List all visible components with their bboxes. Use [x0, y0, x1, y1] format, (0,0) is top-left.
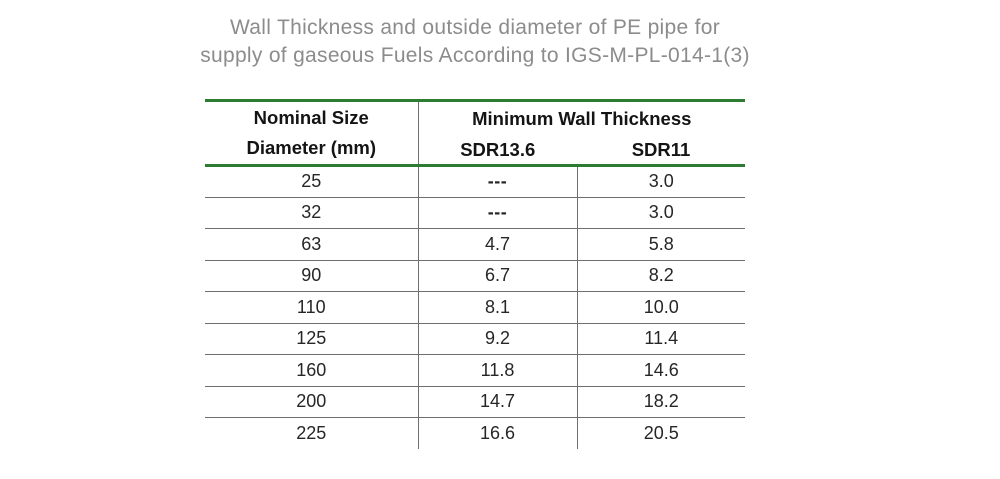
cell-nominal-size: 25 — [205, 165, 419, 198]
table-row: 160 11.8 14.6 — [205, 354, 745, 387]
cell-sdr13-6: 4.7 — [418, 228, 578, 261]
cell-nominal-size: 63 — [205, 228, 419, 261]
cell-nominal-size: 200 — [205, 386, 419, 418]
cell-sdr11: 3.0 — [577, 165, 745, 198]
cell-nominal-size: 90 — [205, 260, 419, 292]
cell-sdr11: 3.0 — [577, 197, 745, 229]
cell-nominal-size: 225 — [205, 417, 419, 449]
cell-nominal-size: 110 — [205, 291, 419, 324]
cell-sdr11: 10.0 — [577, 291, 745, 324]
table-row: 110 8.1 10.0 — [205, 291, 745, 324]
table-row: 125 9.2 11.4 — [205, 323, 745, 355]
cell-sdr11: 20.5 — [643, 423, 679, 443]
cell-sdr13-6: 14.7 — [418, 386, 578, 418]
table-row: 63 4.7 5.8 — [205, 228, 745, 261]
cell-sdr11: 18.2 — [577, 386, 745, 418]
cell-sdr13-6: 16.6 — [418, 417, 578, 449]
cell-nominal-size: 125 — [205, 323, 419, 355]
header-row-2: SDR13.6 SDR11 — [205, 136, 745, 167]
cell-nominal-size: 32 — [205, 197, 419, 229]
table-row: 25 --- 3.0 — [205, 165, 745, 198]
pipe-wall-thickness-table: Nominal Size Diameter (mm) Minimum Wall … — [205, 99, 745, 449]
table-row: 225 16.6 20.5 — [205, 417, 745, 449]
cell-sdr13-6: 6.7 — [418, 260, 578, 292]
col-header-sdr13-6: SDR13.6 — [418, 136, 577, 167]
cell-sdr13-6: 8.1 — [418, 291, 578, 324]
table-row: 200 14.7 18.2 — [205, 386, 745, 418]
cell-nominal-size: 160 — [205, 354, 419, 387]
cell-sdr13-6: --- — [418, 165, 578, 198]
col-header-nominal-size-line-2: Diameter (mm) — [246, 137, 377, 158]
col-header-nominal-size-diameter: Nominal Size Diameter (mm) — [205, 100, 419, 167]
cell-sdr13-6: 9.2 — [418, 323, 578, 355]
col-header-minimum-wall-thickness: Minimum Wall Thickness — [472, 108, 692, 130]
page-title: Wall Thickness and outside diameter of P… — [145, 14, 805, 70]
cell-sdr11: 5.8 — [577, 228, 745, 261]
table-header: Nominal Size Diameter (mm) Minimum Wall … — [205, 100, 745, 167]
cell-sdr13-6: --- — [418, 197, 578, 229]
cell-sdr13-6: 11.8 — [418, 354, 578, 387]
cell-sdr11: 14.6 — [577, 354, 745, 387]
table-body: 25 --- 3.0 32 --- 3.0 63 4.7 5.8 90 6.7 8.2 110 8.1 10… — [205, 165, 745, 449]
col-header-nominal-size-line-1: Nominal Size — [253, 107, 369, 128]
page-title-line-2: supply of gaseous Fuels According to IGS… — [200, 44, 750, 67]
table-row: 32 --- 3.0 — [205, 197, 745, 229]
header-row-1: Nominal Size Diameter (mm) Minimum Wall … — [205, 100, 745, 167]
col-header-sdr11: SDR11 — [577, 136, 745, 167]
page-title-line-1: Wall Thickness and outside diameter of P… — [229, 16, 721, 39]
cell-sdr11: 11.4 — [577, 323, 745, 355]
table-row: 90 6.7 8.2 — [205, 260, 745, 292]
cell-sdr11: 8.2 — [577, 260, 745, 292]
